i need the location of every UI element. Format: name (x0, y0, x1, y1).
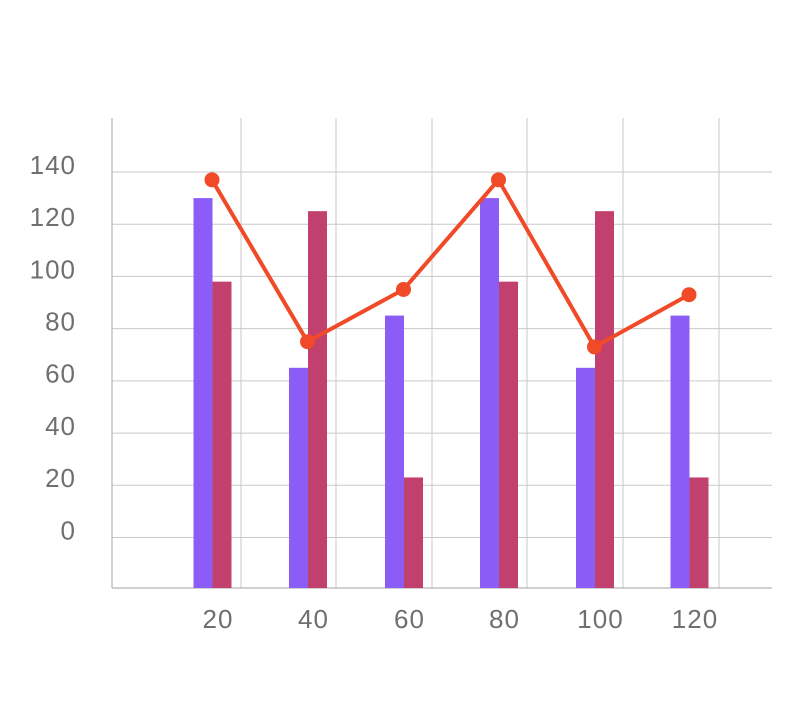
x-tick-label-100: 100 (577, 604, 623, 634)
y-tick-label-0: 0 (61, 515, 76, 545)
line-series-path (210, 177, 691, 349)
line-point-80 (491, 172, 506, 188)
gridlines (112, 118, 772, 588)
line-point-20 (204, 172, 220, 188)
bar-series2-20 (212, 281, 232, 588)
bar-series2-80 (499, 281, 518, 588)
y-tick-label-40: 40 (45, 411, 76, 441)
line-point-100 (587, 339, 602, 355)
y-tick-label-120: 120 (30, 202, 76, 232)
line-series (204, 172, 697, 355)
bar-series2-60 (404, 477, 423, 588)
bar-series1-60 (385, 315, 404, 588)
bar-series2-40 (308, 211, 327, 589)
line-point-60 (396, 281, 411, 297)
y-tick-label-140: 140 (30, 150, 76, 180)
bar-series1-80 (480, 198, 499, 588)
x-tick-label-60: 60 (394, 604, 425, 634)
bar-series1-40 (289, 367, 308, 588)
x-tick-label-20: 20 (203, 604, 234, 634)
bar-series2-120 (689, 477, 709, 588)
x-tick-label-120: 120 (672, 604, 718, 634)
bar-series1-20 (193, 198, 213, 588)
y-tick-label-20: 20 (45, 463, 76, 493)
bar-series2-100 (595, 211, 614, 589)
line-point-120 (681, 287, 697, 303)
line-point-40 (300, 334, 315, 350)
x-tick-label-80: 80 (489, 604, 520, 634)
bar-series1-100 (576, 367, 595, 588)
tick-labels: 0 20 40 60 80 100 120 140 20 40 60 80 100 120 (30, 150, 718, 634)
bar-series1-120 (670, 315, 690, 588)
y-tick-label-60: 60 (45, 359, 76, 389)
x-tick-label-40: 40 (298, 604, 329, 634)
y-tick-label-100: 100 (30, 254, 76, 284)
bars (193, 198, 709, 589)
y-tick-label-80: 80 (45, 307, 76, 337)
